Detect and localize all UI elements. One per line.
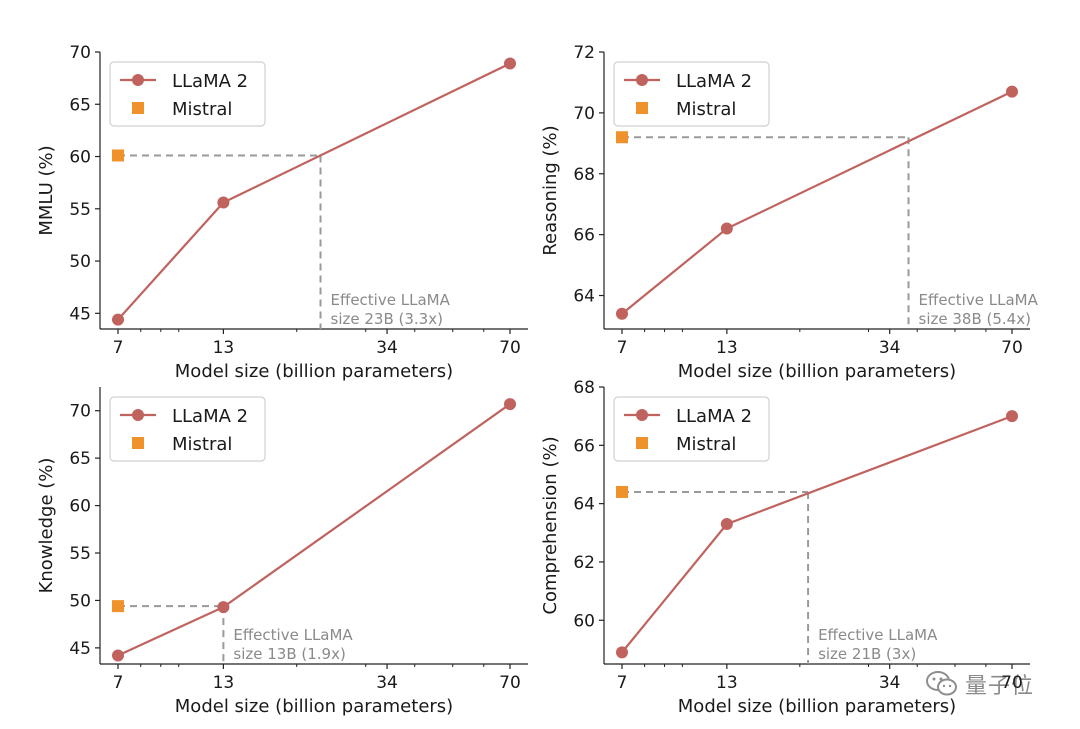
x-tick-label: 13 [213, 673, 235, 693]
mistral-point [112, 149, 124, 162]
y-tick-label: 65 [69, 95, 91, 115]
x-tick-label: 13 [716, 338, 738, 358]
y-tick-label: 65 [69, 449, 91, 469]
legend-mistral-marker [636, 102, 648, 114]
wechat-icon [926, 671, 957, 696]
y-axis-label: MMLU (%) [36, 145, 57, 235]
legend-box [109, 396, 266, 462]
llama2-point [616, 646, 628, 659]
llama2-point [1006, 410, 1018, 423]
legend-mistral-label: Mistral [172, 434, 232, 455]
y-tick-label: 55 [69, 544, 91, 564]
annotation-line-2: size 13B (1.9x) [233, 645, 345, 663]
legend-llama2-marker [132, 409, 144, 421]
x-tick-label: 34 [879, 673, 901, 693]
x-tick-label: 70 [499, 338, 521, 358]
y-tick-label: 70 [573, 104, 595, 124]
legend-llama2-label: LLaMA 2 [172, 71, 248, 92]
annotation-line-1: Effective LLaMA [919, 291, 1039, 309]
legend-mistral-marker [132, 437, 144, 449]
x-tick-label: 34 [879, 338, 901, 358]
annotation-line-2: size 38B (5.4x) [919, 310, 1031, 328]
y-tick-label: 45 [69, 639, 91, 659]
y-tick-label: 64 [573, 495, 595, 515]
x-axis-label: Model size (billion parameters) [678, 696, 956, 717]
mistral-point [616, 131, 628, 144]
chart-panel-4: 60 62 64 66 68 7 13 34 70 Model size (billion par… [540, 378, 1030, 717]
legend-mistral-label: Mistral [676, 434, 736, 455]
y-tick-label: 60 [69, 497, 91, 517]
legend-box [613, 396, 770, 462]
legend-llama2-label: LLaMA 2 [676, 406, 752, 427]
legend-mistral-marker [132, 102, 144, 114]
x-tick-label: 7 [113, 338, 124, 358]
x-tick-label: 34 [376, 673, 398, 693]
mistral-point [112, 600, 124, 613]
annotation-line-2: size 23B (3.3x) [331, 310, 443, 328]
chart-panel-3: 45 50 55 60 65 70 7 13 34 70 Model size (billion p… [36, 387, 528, 717]
x-tick-label: 7 [617, 338, 628, 358]
watermark-text: 量子位 [965, 674, 1035, 699]
annotation-line-1: Effective LLaMA [331, 291, 451, 309]
legend-llama2-label: LLaMA 2 [676, 71, 752, 92]
llama2-point [616, 307, 628, 320]
annotation-line-1: Effective LLaMA [818, 626, 938, 644]
legend-llama2-marker [636, 74, 648, 86]
llama2-point [1006, 85, 1018, 98]
y-tick-label: 68 [573, 378, 595, 398]
y-tick-label: 55 [69, 200, 91, 220]
annotation-line-2: size 21B (3x) [818, 645, 916, 663]
legend-llama2-marker [132, 74, 144, 86]
x-tick-label: 7 [113, 673, 124, 693]
chart-panel-2: 64 66 68 70 72 7 13 34 70 Model size (billion par… [540, 43, 1039, 382]
y-tick-label: 45 [69, 304, 91, 324]
legend-mistral-label: Mistral [676, 99, 736, 120]
legend-box [109, 61, 266, 127]
y-tick-label: 64 [573, 287, 595, 307]
legend-mistral-marker [636, 437, 648, 449]
x-tick-label: 7 [617, 673, 628, 693]
legend-mistral-label: Mistral [172, 99, 232, 120]
y-axis-label: Comprehension (%) [540, 436, 561, 614]
x-tick-label: 13 [213, 338, 235, 358]
y-tick-label: 68 [573, 165, 595, 185]
x-tick-label: 70 [1001, 673, 1023, 693]
x-axis-label: Model size (billion parameters) [175, 361, 453, 382]
watermark: 量子位 [925, 664, 1075, 704]
llama2-point [217, 601, 230, 614]
llama2-point [720, 518, 733, 531]
llama2-point [112, 313, 124, 326]
y-tick-label: 66 [573, 436, 595, 456]
y-tick-label: 50 [69, 591, 91, 611]
y-tick-label: 72 [573, 43, 595, 63]
y-axis-label: Reasoning (%) [540, 125, 561, 255]
legend-box [613, 61, 770, 127]
y-tick-label: 66 [573, 226, 595, 246]
legend-llama2-marker [636, 409, 648, 421]
llama2-point [112, 649, 124, 662]
x-tick-label: 70 [1001, 338, 1023, 358]
annotation-line-1: Effective LLaMA [233, 626, 353, 644]
legend-llama2-label: LLaMA 2 [172, 406, 248, 427]
y-tick-label: 70 [69, 43, 91, 63]
llama2-point [504, 398, 516, 411]
y-tick-label: 70 [69, 402, 91, 422]
y-tick-label: 62 [573, 553, 595, 573]
x-tick-label: 70 [499, 673, 521, 693]
x-tick-label: 13 [716, 673, 738, 693]
y-tick-label: 60 [573, 611, 595, 631]
llama2-point [720, 222, 733, 235]
chart-panel-1: 45 50 55 60 65 70 7 13 34 70 Model size (billion p… [36, 43, 528, 382]
x-tick-label: 34 [376, 338, 398, 358]
llama2-point [504, 57, 516, 70]
y-tick-label: 50 [69, 252, 91, 272]
y-axis-label: Knowledge (%) [36, 458, 57, 594]
llama2-point [217, 196, 230, 209]
x-axis-label: Model size (billion parameters) [175, 696, 453, 717]
mistral-point [616, 485, 628, 498]
y-tick-label: 60 [69, 148, 91, 168]
x-axis-label: Model size (billion parameters) [678, 361, 956, 382]
